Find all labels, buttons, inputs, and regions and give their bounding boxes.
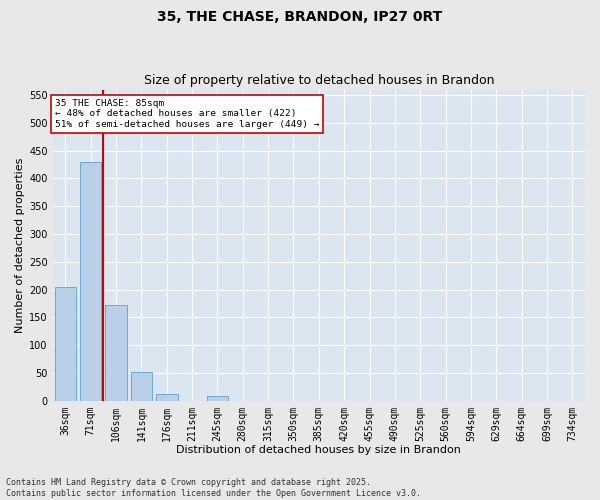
Text: 35, THE CHASE, BRANDON, IP27 0RT: 35, THE CHASE, BRANDON, IP27 0RT — [157, 10, 443, 24]
Title: Size of property relative to detached houses in Brandon: Size of property relative to detached ho… — [143, 74, 494, 87]
Text: Contains HM Land Registry data © Crown copyright and database right 2025.
Contai: Contains HM Land Registry data © Crown c… — [6, 478, 421, 498]
Bar — [105, 305, 127, 400]
X-axis label: Distribution of detached houses by size in Brandon: Distribution of detached houses by size … — [176, 445, 461, 455]
Text: 35 THE CHASE: 85sqm
← 48% of detached houses are smaller (422)
51% of semi-detac: 35 THE CHASE: 85sqm ← 48% of detached ho… — [55, 99, 320, 129]
Bar — [80, 162, 101, 400]
Y-axis label: Number of detached properties: Number of detached properties — [15, 158, 25, 333]
Bar — [156, 394, 178, 400]
Bar — [55, 287, 76, 401]
Bar — [206, 396, 228, 400]
Bar — [131, 372, 152, 400]
